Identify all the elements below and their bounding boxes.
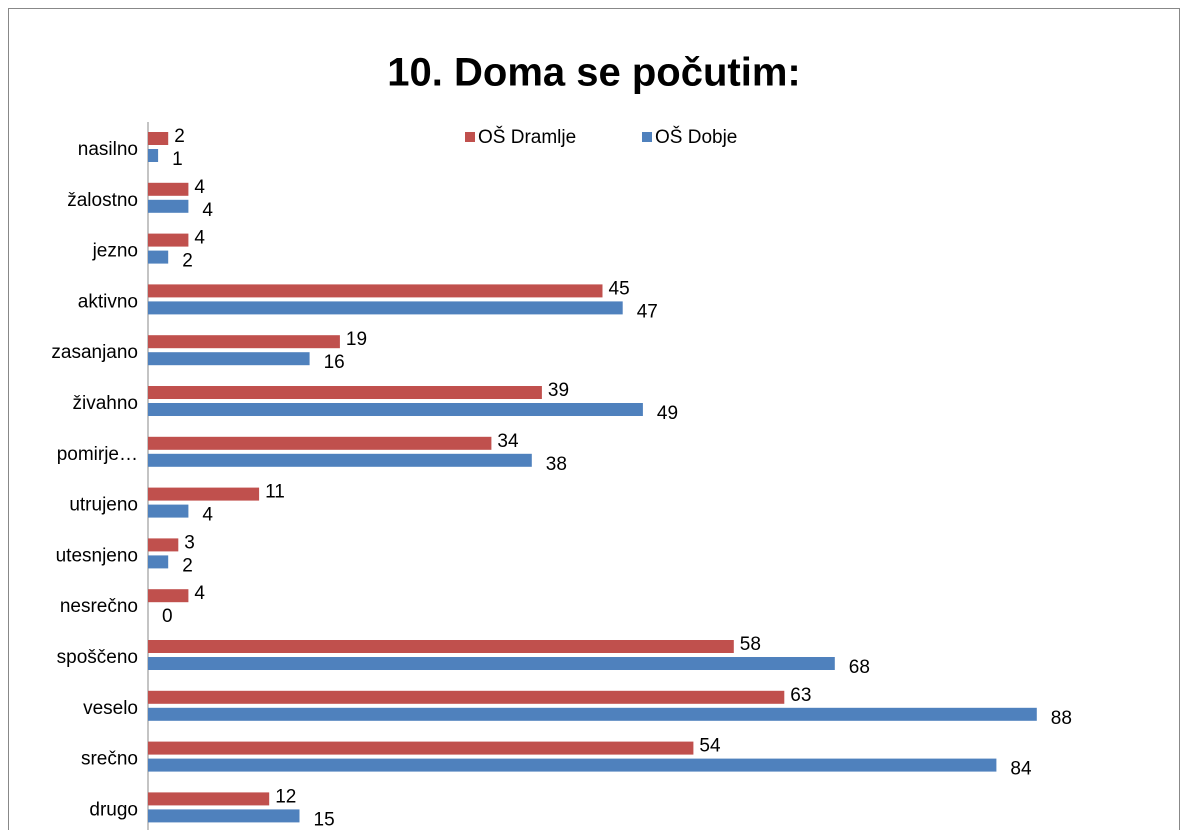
- bar: [148, 453, 532, 467]
- bar: [148, 386, 542, 399]
- bar: [148, 792, 270, 806]
- bar: [148, 132, 169, 145]
- bar: [148, 741, 694, 755]
- legend-swatch: [465, 132, 475, 142]
- y-tick-label: nesrečno: [60, 596, 138, 617]
- y-tick-label: veselo: [83, 698, 138, 719]
- data-label: 49: [657, 403, 678, 424]
- bar: [148, 149, 159, 162]
- bar: [148, 504, 189, 518]
- bar: [148, 403, 643, 416]
- data-label: 15: [314, 809, 335, 830]
- data-label: 2: [174, 126, 185, 147]
- bar: [148, 589, 189, 603]
- bar: [148, 284, 603, 298]
- bar: [148, 182, 189, 196]
- bar: [148, 758, 997, 772]
- bar: [148, 707, 1037, 721]
- y-tick-label: jezno: [92, 241, 138, 262]
- y-tick-label: žalostno: [67, 190, 138, 211]
- bar: [148, 538, 179, 552]
- y-tick-label: aktivno: [78, 291, 138, 312]
- chart-border: [8, 8, 1180, 830]
- data-label: 11: [265, 482, 285, 503]
- data-label: 39: [548, 380, 569, 401]
- data-label: 45: [609, 278, 630, 299]
- bar: [148, 352, 310, 366]
- bar: [148, 436, 492, 450]
- y-tick-label: spoščeno: [57, 647, 138, 668]
- bar: [148, 555, 169, 569]
- bar: [148, 335, 340, 349]
- y-tick-label: zasanjano: [51, 342, 138, 363]
- data-label: 4: [194, 583, 205, 604]
- data-label: 4: [202, 505, 213, 526]
- data-label: 63: [790, 685, 811, 706]
- y-tick-label: živahno: [73, 393, 139, 414]
- data-label: 4: [194, 228, 205, 249]
- y-tick-label: utesnjeno: [56, 545, 138, 566]
- y-tick-label: nasilno: [78, 139, 138, 160]
- bar: [148, 233, 189, 247]
- data-label: 47: [637, 301, 658, 322]
- data-label: 16: [324, 352, 345, 373]
- bar: [148, 487, 260, 501]
- legend-swatch: [642, 132, 652, 142]
- bar: [148, 250, 169, 264]
- data-label: 19: [346, 329, 367, 350]
- y-tick-label: pomirje…: [57, 444, 138, 465]
- data-label: 0: [162, 606, 173, 627]
- data-label: 3: [184, 532, 195, 553]
- data-label: 84: [1010, 759, 1032, 780]
- bar: [148, 657, 835, 670]
- data-label: 1: [172, 149, 183, 170]
- y-tick-label: utrujeno: [69, 495, 138, 516]
- data-label: 12: [275, 786, 296, 807]
- data-label: 2: [182, 555, 193, 576]
- bar: [148, 809, 300, 823]
- data-label: 2: [182, 251, 193, 272]
- bar: [148, 301, 623, 315]
- data-label: 68: [849, 657, 870, 678]
- y-tick-label: srečno: [81, 749, 138, 770]
- data-label: 34: [497, 431, 519, 452]
- bar: [148, 199, 189, 213]
- bar: [148, 690, 785, 704]
- data-label: 4: [202, 200, 213, 221]
- data-label: 58: [740, 634, 761, 655]
- data-label: 38: [546, 454, 567, 475]
- bar: [148, 640, 734, 653]
- data-label: 88: [1051, 708, 1072, 729]
- chart-title: 10. Doma se počutim:: [387, 51, 800, 95]
- y-tick-label: drugo: [89, 799, 138, 820]
- data-label: 4: [194, 177, 205, 198]
- data-label: 54: [699, 736, 721, 757]
- legend-label: OŠ Dobje: [655, 126, 737, 148]
- legend-label: OŠ Dramlje: [478, 126, 576, 148]
